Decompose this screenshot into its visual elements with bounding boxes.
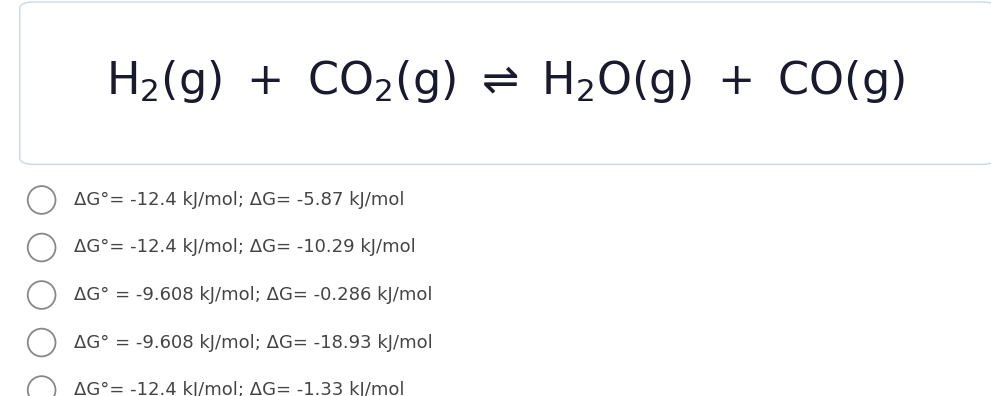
Text: $\mathsf{H_2(g)\ +\ CO_2(g)\ \rightleftharpoons\ H_2O(g)\ +\ CO(g)}$: $\mathsf{H_2(g)\ +\ CO_2(g)\ \rightlefth… — [106, 58, 905, 105]
Text: ΔG° = -9.608 kJ/mol; ΔG= -18.93 kJ/mol: ΔG° = -9.608 kJ/mol; ΔG= -18.93 kJ/mol — [74, 333, 433, 352]
FancyBboxPatch shape — [20, 2, 991, 164]
Text: ΔG°= -12.4 kJ/mol; ΔG= -10.29 kJ/mol: ΔG°= -12.4 kJ/mol; ΔG= -10.29 kJ/mol — [74, 238, 416, 257]
Text: ΔG°= -12.4 kJ/mol; ΔG= -1.33 kJ/mol: ΔG°= -12.4 kJ/mol; ΔG= -1.33 kJ/mol — [74, 381, 405, 396]
Text: ΔG°= -12.4 kJ/mol; ΔG= -5.87 kJ/mol: ΔG°= -12.4 kJ/mol; ΔG= -5.87 kJ/mol — [74, 191, 405, 209]
Text: ΔG° = -9.608 kJ/mol; ΔG= -0.286 kJ/mol: ΔG° = -9.608 kJ/mol; ΔG= -0.286 kJ/mol — [74, 286, 433, 304]
